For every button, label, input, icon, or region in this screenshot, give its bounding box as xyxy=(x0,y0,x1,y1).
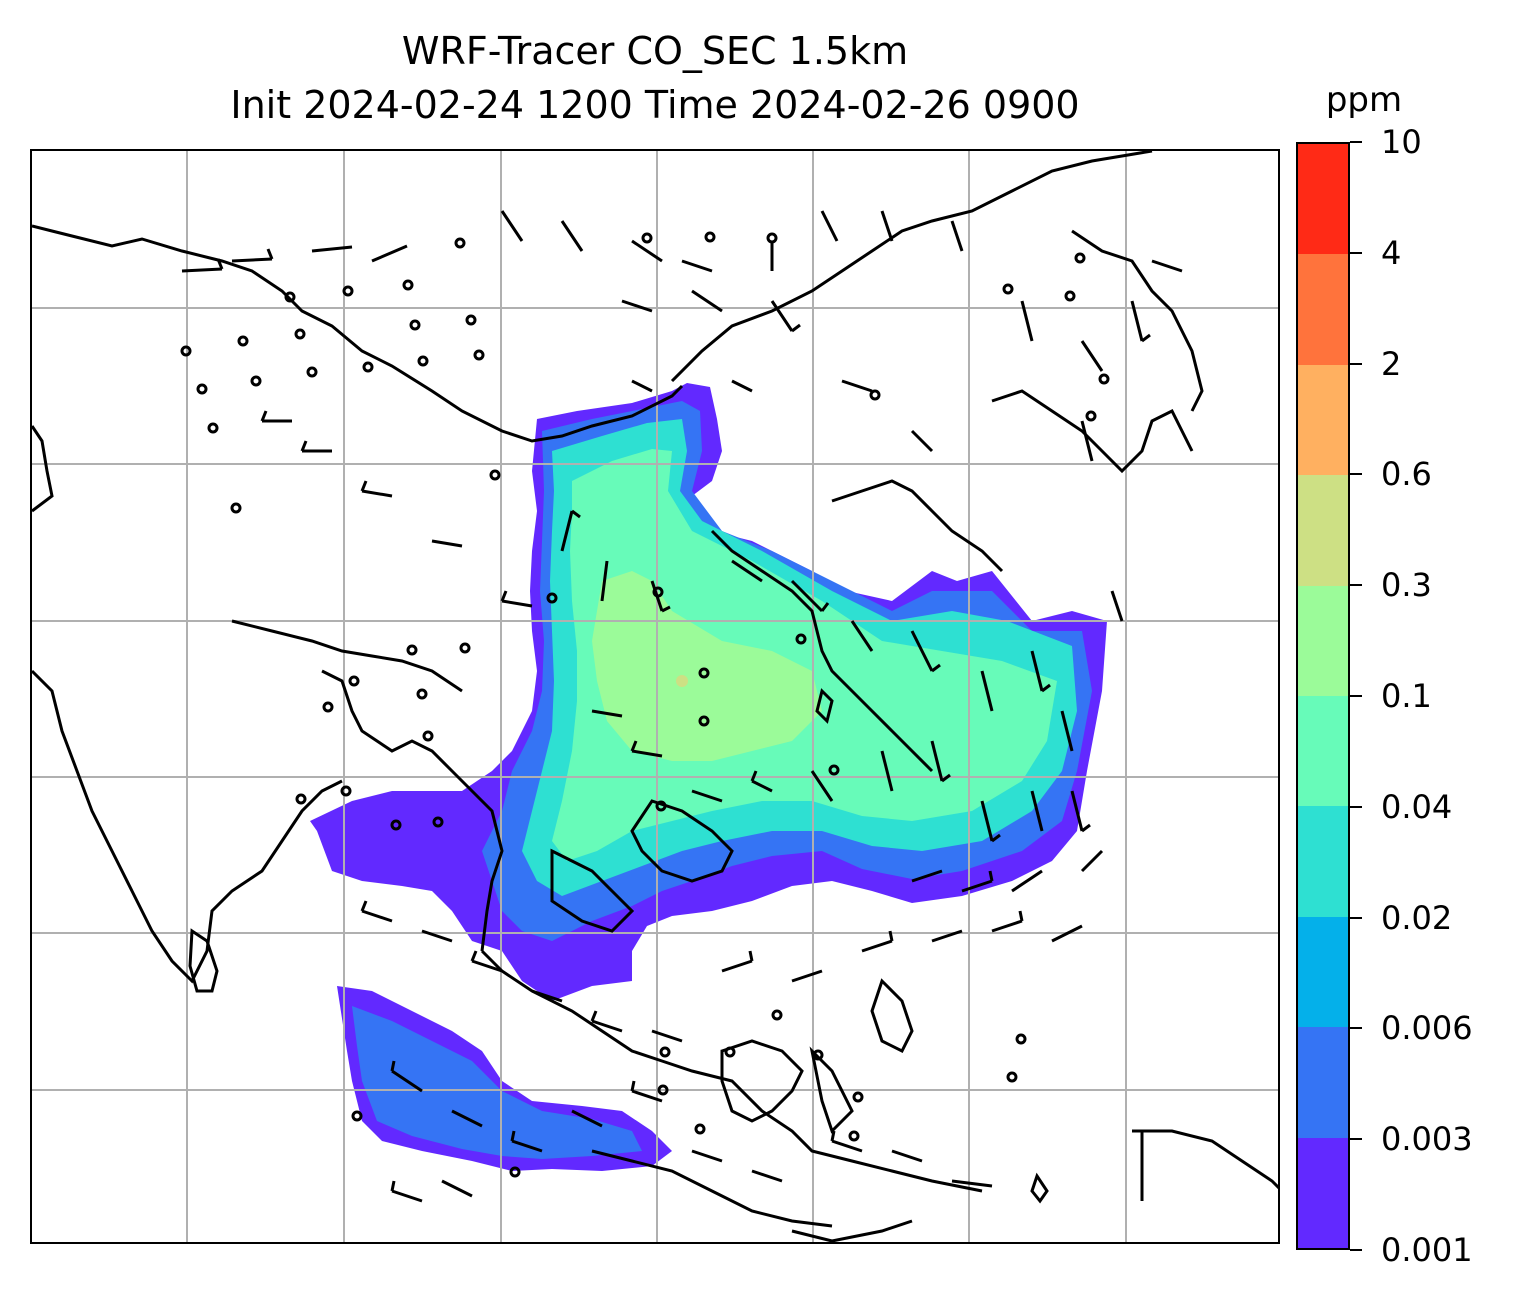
colorbar-tick xyxy=(1350,251,1362,254)
colorbar-segment xyxy=(1298,916,1348,1028)
map-canvas xyxy=(32,151,1278,1242)
colorbar-tick xyxy=(1350,584,1362,587)
colorbar-tick xyxy=(1350,805,1362,808)
colorbar-tick xyxy=(1350,1249,1362,1251)
colorbar-tick xyxy=(1350,473,1362,476)
colorbar-segment xyxy=(1298,585,1348,696)
map-title: WRF-Tracer CO_SEC 1.5km xyxy=(401,29,909,73)
colorbar-tick xyxy=(1350,1138,1362,1141)
colorbar-tick xyxy=(1350,141,1362,143)
colorbar-tick xyxy=(1350,1027,1362,1030)
colorbar-tick xyxy=(1350,362,1362,365)
colorbar-segment xyxy=(1298,1027,1348,1138)
map-gridlines xyxy=(32,151,1278,1242)
colorbar-tick-label: 0.1 xyxy=(1381,677,1432,715)
colorbar-tick-label: 0.02 xyxy=(1381,898,1453,937)
colorbar-segment xyxy=(1298,475,1348,586)
colorbar-tick-label: 0.001 xyxy=(1381,1231,1473,1269)
colorbar-tick xyxy=(1350,916,1362,919)
plume-peak xyxy=(676,675,688,687)
colorbar-segment xyxy=(1298,254,1348,365)
colorbar-tick-label: 10 xyxy=(1381,123,1422,161)
map-panel xyxy=(30,149,1280,1244)
plume-level-5 xyxy=(592,571,822,761)
colorbar-segment xyxy=(1298,364,1348,476)
colorbar xyxy=(1296,142,1350,1250)
colorbar-segment xyxy=(1298,143,1348,255)
colorbar-segment xyxy=(1298,695,1348,807)
colorbar-segment xyxy=(1298,806,1348,917)
colorbar-tick-label: 2 xyxy=(1381,344,1402,383)
map-subtitle: Init 2024-02-24 1200 Time 2024-02-26 090… xyxy=(230,83,1080,127)
colorbar-unit: ppm xyxy=(1325,80,1403,120)
colorbar-tick-label: 0.6 xyxy=(1381,455,1432,494)
colorbar-tick xyxy=(1350,695,1362,697)
coastlines xyxy=(32,151,1278,1242)
colorbar-tick-label: 4 xyxy=(1381,233,1402,272)
calm-markers xyxy=(180,231,1110,1178)
colorbar-tick-label: 0.006 xyxy=(1381,1009,1473,1048)
wind-barbs xyxy=(181,210,1183,1203)
colorbar-segment xyxy=(1298,1137,1348,1248)
colorbar-tick-label: 0.04 xyxy=(1381,787,1453,826)
colorbar-tick-label: 0.3 xyxy=(1381,566,1432,605)
plume-level-2-south xyxy=(352,1006,642,1159)
colorbar-tick-label: 0.003 xyxy=(1381,1120,1473,1159)
